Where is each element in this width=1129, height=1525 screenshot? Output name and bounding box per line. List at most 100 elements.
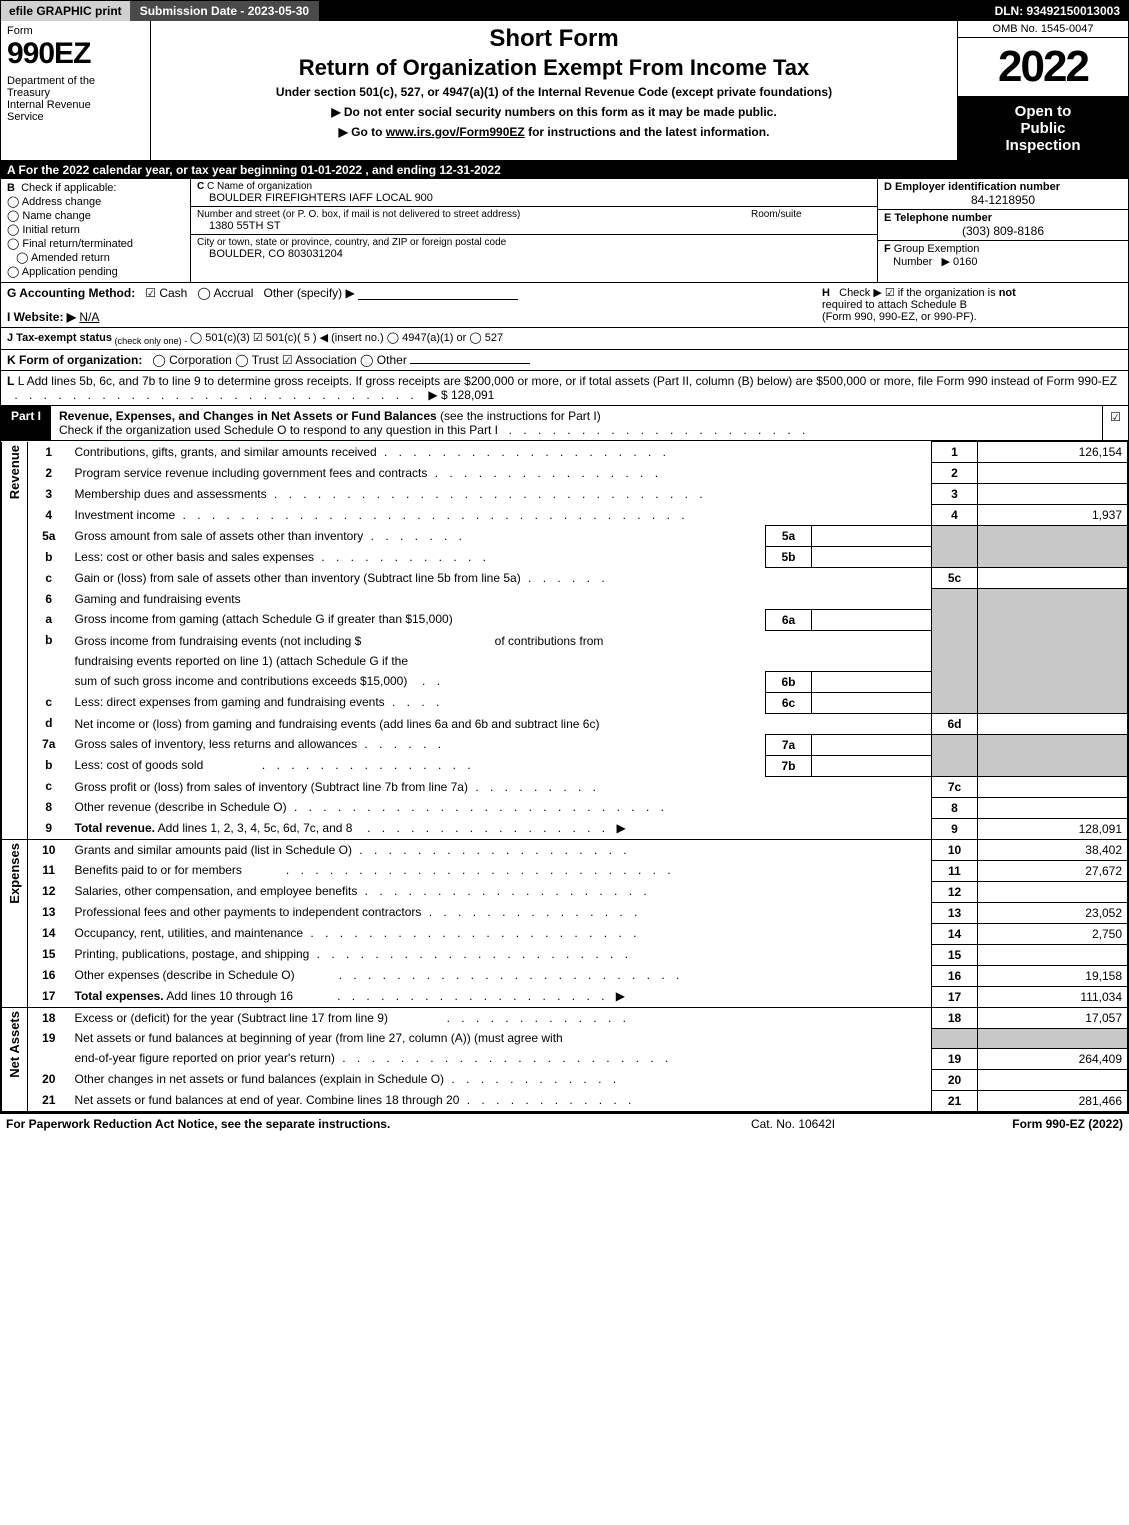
- line19-desc2: end-of-year figure reported on prior yea…: [75, 1051, 335, 1065]
- line1-val: 126,154: [978, 442, 1128, 463]
- line13-val: 23,052: [978, 902, 1128, 923]
- i-label: I Website: ▶: [7, 310, 76, 324]
- line5c-val: [978, 568, 1128, 589]
- line19-val: 264,409: [978, 1048, 1128, 1069]
- header-mid: Short Form Return of Organization Exempt…: [151, 21, 958, 160]
- irs-link[interactable]: www.irs.gov/Form990EZ: [386, 125, 525, 139]
- footer-formno: Form 990-EZ (2022): [923, 1117, 1123, 1131]
- subtitle-goto: ▶ Go to www.irs.gov/Form990EZ for instru…: [159, 125, 949, 139]
- line16-desc: Other expenses (describe in Schedule O): [75, 968, 295, 982]
- line4-desc: Investment income: [75, 508, 176, 522]
- cb-app-pending[interactable]: ◯ Application pending: [7, 265, 184, 278]
- city-value: BOULDER, CO 803031204: [197, 248, 871, 260]
- line6b-desc1: Gross income from fundraising events (no…: [75, 634, 362, 648]
- j-options[interactable]: ◯ 501(c)(3) ☑ 501(c)( 5 ) ◀ (insert no.)…: [190, 332, 503, 344]
- cb-other[interactable]: Other (specify) ▶: [263, 286, 354, 300]
- line2-desc: Program service revenue including govern…: [75, 466, 428, 480]
- group-exemption: 0160: [953, 256, 977, 268]
- org-name: BOULDER FIREFIGHTERS IAFF LOCAL 900: [197, 192, 871, 204]
- line17-val: 111,034: [978, 986, 1128, 1007]
- part1-check-text: Check if the organization used Schedule …: [59, 423, 498, 437]
- row-k: K Form of organization: ◯ Corporation ◯ …: [1, 350, 1128, 371]
- l-amount: ▶ $ 128,091: [428, 388, 494, 402]
- line5c-desc: Gain or (loss) from sale of assets other…: [75, 571, 521, 585]
- line15-val: [978, 944, 1128, 965]
- form-number: 990EZ: [7, 37, 144, 71]
- cb-accrual[interactable]: ◯ Accrual: [197, 286, 253, 300]
- part1-checkbox[interactable]: ☑: [1102, 406, 1128, 440]
- line11-desc: Benefits paid to or for members: [75, 863, 242, 877]
- line6b-desc3: sum of such gross income and contributio…: [75, 674, 408, 688]
- city-label: City or town, state or province, country…: [197, 237, 871, 248]
- cb-amended[interactable]: ◯ Amended return: [7, 251, 184, 264]
- line20-desc: Other changes in net assets or fund bala…: [75, 1072, 445, 1086]
- tel-label: E Telephone number: [884, 212, 1122, 224]
- line12-desc: Salaries, other compensation, and employ…: [75, 884, 358, 898]
- footer-paperwork: For Paperwork Reduction Act Notice, see …: [6, 1117, 663, 1131]
- section-b: B Check if applicable: ◯ Address change …: [1, 179, 191, 282]
- website-value: N/A: [79, 310, 439, 324]
- line9-val: 128,091: [978, 818, 1128, 839]
- line4-val: 1,937: [978, 505, 1128, 526]
- part1-header: Part I Revenue, Expenses, and Changes in…: [1, 406, 1128, 441]
- line6c-desc: Less: direct expenses from gaming and fu…: [75, 695, 385, 709]
- footer: For Paperwork Reduction Act Notice, see …: [0, 1113, 1129, 1134]
- submission-date: Submission Date - 2023-05-30: [132, 1, 319, 21]
- line19-desc1: Net assets or fund balances at beginning…: [75, 1031, 563, 1045]
- line7c-desc: Gross profit or (loss) from sales of inv…: [75, 780, 468, 794]
- cb-final-return[interactable]: ◯ Final return/terminated: [7, 237, 184, 250]
- line12-val: [978, 881, 1128, 902]
- line6d-desc: Net income or (loss) from gaming and fun…: [75, 717, 600, 731]
- line7a-desc: Gross sales of inventory, less returns a…: [75, 737, 358, 751]
- row-l: L L Add lines 5b, 6c, and 7b to line 9 t…: [1, 371, 1128, 406]
- line5a-desc: Gross amount from sale of assets other t…: [75, 529, 364, 543]
- line21-desc: Net assets or fund balances at end of ye…: [75, 1093, 460, 1107]
- part1-title: Revenue, Expenses, and Changes in Net As…: [59, 409, 437, 423]
- c-name-label: C Name of organization: [207, 181, 312, 192]
- goto-pre: ▶ Go to: [339, 125, 386, 139]
- top-bar: efile GRAPHIC print Submission Date - 20…: [1, 1, 1128, 21]
- line11-val: 27,672: [978, 860, 1128, 881]
- form-container: efile GRAPHIC print Submission Date - 20…: [0, 0, 1129, 1113]
- other-specify-line[interactable]: [358, 286, 518, 300]
- line10-desc: Grants and similar amounts paid (list in…: [75, 843, 352, 857]
- line14-val: 2,750: [978, 923, 1128, 944]
- line14-desc: Occupancy, rent, utilities, and maintena…: [75, 926, 304, 940]
- dept-label: Department of theTreasuryInternal Revenu…: [7, 75, 144, 123]
- line18-desc: Excess or (deficit) for the year (Subtra…: [75, 1011, 388, 1025]
- g-label: G Accounting Method:: [7, 286, 135, 300]
- title-short-form: Short Form: [159, 25, 949, 53]
- line3-desc: Membership dues and assessments: [75, 487, 267, 501]
- tel-value: (303) 809-8186: [884, 224, 1122, 238]
- cb-name-change[interactable]: ◯ Name change: [7, 209, 184, 222]
- form-word: Form: [7, 25, 144, 37]
- header-right: OMB No. 1545-0047 2022 Open toPublicInsp…: [958, 21, 1128, 160]
- tax-year: 2022: [958, 38, 1128, 97]
- row-a-tax-year: A For the 2022 calendar year, or tax yea…: [1, 161, 1128, 179]
- k-other-line[interactable]: [410, 363, 530, 364]
- efile-label[interactable]: efile GRAPHIC print: [1, 1, 132, 21]
- line18-val: 17,057: [978, 1007, 1128, 1028]
- cb-initial-return[interactable]: ◯ Initial return: [7, 223, 184, 236]
- subtitle-section: Under section 501(c), 527, or 4947(a)(1)…: [159, 85, 949, 99]
- line16-val: 19,158: [978, 965, 1128, 986]
- cb-cash[interactable]: ☑ Cash: [145, 286, 187, 300]
- line6b-desc2: fundraising events reported on line 1) (…: [75, 654, 409, 668]
- k-options[interactable]: ◯ Corporation ◯ Trust ☑ Association ◯ Ot…: [152, 353, 406, 367]
- vside-revenue: Revenue: [7, 445, 22, 499]
- line20-val: [978, 1069, 1128, 1090]
- line7c-val: [978, 776, 1128, 797]
- line2-val: [978, 463, 1128, 484]
- topbar-spacer: [319, 1, 986, 21]
- section-def: D Employer identification number 84-1218…: [878, 179, 1128, 282]
- line6-desc: Gaming and fundraising events: [75, 592, 241, 606]
- dln-label: DLN: 93492150013003: [987, 1, 1128, 21]
- info-block: B Check if applicable: ◯ Address change …: [1, 179, 1128, 283]
- lines-table: Revenue 1 Contributions, gifts, grants, …: [1, 441, 1128, 1112]
- header-left: Form 990EZ Department of theTreasuryInte…: [1, 21, 151, 160]
- room-label: Room/suite: [751, 209, 802, 220]
- vside-expenses: Expenses: [7, 843, 22, 904]
- subtitle-ssn: ▶ Do not enter social security numbers o…: [159, 105, 949, 119]
- cb-address-change[interactable]: ◯ Address change: [7, 195, 184, 208]
- line10-val: 38,402: [978, 839, 1128, 860]
